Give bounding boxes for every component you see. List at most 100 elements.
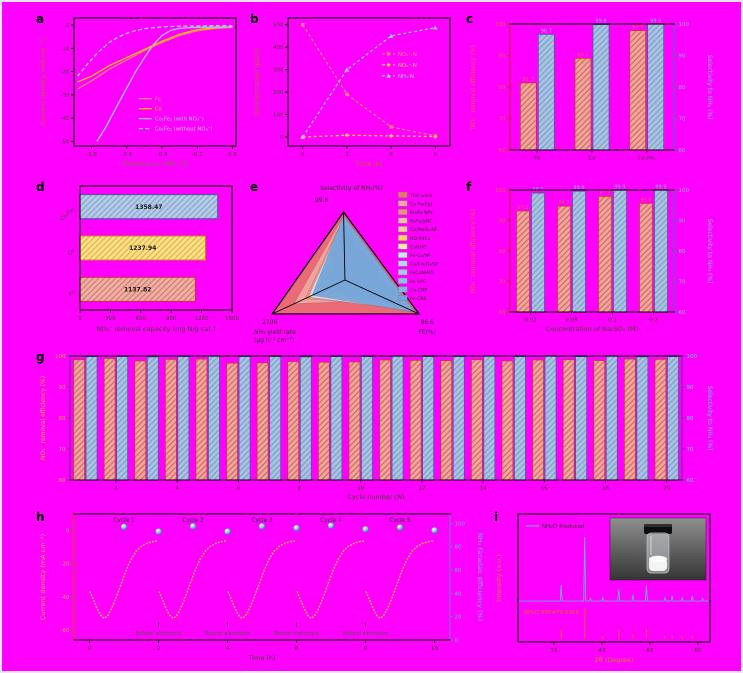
svg-text:2: 2 bbox=[157, 646, 161, 652]
fe-sphere bbox=[155, 528, 162, 535]
svg-text:NO₂⁻-N: NO₂⁻-N bbox=[398, 63, 417, 69]
svg-text:2θ (Degree): 2θ (Degree) bbox=[595, 656, 634, 664]
bar-series2 bbox=[667, 356, 679, 481]
svg-text:0.05: 0.05 bbox=[565, 318, 578, 324]
svg-text:Co₁Fe₁ (without NO₃⁻): Co₁Fe₁ (without NO₃⁻) bbox=[155, 127, 213, 133]
svg-text:NH₃ Faradaic efficiency (%): NH₃ Faradaic efficiency (%) bbox=[476, 533, 484, 621]
svg-text:20: 20 bbox=[455, 615, 462, 621]
svg-text:100: 100 bbox=[687, 354, 698, 360]
svg-text:80: 80 bbox=[687, 416, 694, 422]
bar-series1 bbox=[593, 360, 606, 481]
svg-text:96.6: 96.6 bbox=[420, 319, 434, 326]
svg-text:9: 9 bbox=[434, 152, 438, 158]
current-curve bbox=[158, 540, 227, 620]
svg-text:80: 80 bbox=[695, 648, 702, 654]
svg-text:97.9: 97.9 bbox=[632, 25, 643, 31]
svg-text:ND-PdCu: ND-PdCu bbox=[410, 236, 431, 242]
svg-text:1358.47: 1358.47 bbox=[135, 204, 162, 211]
svg-text:Cycle 2: Cycle 2 bbox=[182, 518, 204, 524]
svg-text:Refresh electrolyte: Refresh electrolyte bbox=[274, 631, 319, 637]
svg-text:Co/MoO₂/NF: Co/MoO₂/NF bbox=[410, 227, 438, 233]
svg-text:80: 80 bbox=[59, 416, 66, 422]
svg-text:60: 60 bbox=[679, 310, 686, 316]
bar-series2 bbox=[177, 356, 190, 481]
svg-text:16: 16 bbox=[541, 486, 548, 492]
svg-text:(μg h⁻¹ cm⁻²): (μg h⁻¹ cm⁻²) bbox=[254, 337, 294, 344]
svg-text:60: 60 bbox=[455, 568, 462, 574]
svg-text:96.7: 96.7 bbox=[541, 28, 552, 34]
svg-text:90: 90 bbox=[687, 385, 694, 391]
svg-text:-0.6: -0.6 bbox=[121, 152, 132, 158]
bar-series2 bbox=[531, 192, 545, 313]
svg-text:-0.4: -0.4 bbox=[157, 152, 168, 158]
svg-text:80: 80 bbox=[499, 85, 506, 91]
svg-text:This work: This work bbox=[409, 193, 432, 199]
svg-text:-0.8: -0.8 bbox=[86, 152, 97, 158]
bar-series1 bbox=[629, 30, 647, 151]
svg-text:Co: Co bbox=[588, 156, 596, 162]
bar-series1 bbox=[379, 359, 391, 481]
panel-i-xrd: i 20 40 60 80 2θ (Degree) Intensity (a.u.) NH₄… bbox=[492, 508, 716, 670]
svg-text:100: 100 bbox=[679, 22, 690, 28]
svg-text:Current density (mA cm⁻²): Current density (mA cm⁻²) bbox=[39, 534, 47, 620]
svg-text:Fe: Fe bbox=[68, 289, 76, 297]
svg-text:0.1: 0.1 bbox=[608, 318, 617, 324]
panel-letter-f: f bbox=[466, 180, 472, 194]
xrd-pattern bbox=[518, 537, 710, 602]
svg-text:-30: -30 bbox=[61, 93, 70, 99]
bar-series1 bbox=[516, 210, 530, 313]
bar-series2 bbox=[544, 355, 557, 481]
bar-series2 bbox=[116, 356, 129, 481]
svg-text:8: 8 bbox=[298, 486, 302, 492]
bar-series1 bbox=[103, 358, 116, 481]
panel-g-cycling-bars: g 60 60 70 70 80 80 90 90 100 100 2 4 6 8 10 12 14 16 18 20… bbox=[34, 348, 716, 506]
bar-series1 bbox=[639, 203, 653, 313]
bar-series1 bbox=[440, 360, 453, 481]
svg-text:80: 80 bbox=[455, 545, 462, 551]
svg-text:90: 90 bbox=[679, 54, 686, 60]
bar-series2 bbox=[452, 356, 465, 481]
svg-text:-10: -10 bbox=[61, 46, 70, 52]
svg-text:95.6: 95.6 bbox=[640, 197, 651, 203]
svg-text:70: 70 bbox=[59, 447, 66, 453]
chart-g-cycle-bars: 60 60 70 70 80 80 90 90 100 100 2 4 6 8 10 12 14 16 18 20 NO… bbox=[40, 354, 713, 501]
svg-text:60: 60 bbox=[499, 148, 506, 154]
svg-text:FeCoNiAlTi: FeCoNiAlTi bbox=[410, 270, 434, 276]
svg-text:Time (h): Time (h) bbox=[354, 160, 382, 168]
svg-text:100: 100 bbox=[679, 188, 690, 194]
svg-text:-40: -40 bbox=[61, 595, 70, 601]
svg-text:Refresh electrolyte: Refresh electrolyte bbox=[343, 631, 388, 637]
bar-series1 bbox=[256, 362, 269, 481]
svg-text:Concentration of Na₂SO₄ (M): Concentration of Na₂SO₄ (M) bbox=[546, 325, 638, 333]
bar-series1 bbox=[287, 361, 300, 481]
svg-text:300: 300 bbox=[273, 68, 284, 74]
svg-text:0: 0 bbox=[301, 152, 305, 158]
panel-letter-h: h bbox=[36, 510, 45, 524]
svg-text:93.1: 93.1 bbox=[517, 205, 528, 211]
svg-text:Fe SAC: Fe SAC bbox=[410, 279, 426, 285]
svg-text:99.9: 99.9 bbox=[650, 18, 661, 24]
svg-text:1237.94: 1237.94 bbox=[129, 245, 156, 252]
bar-series1 bbox=[654, 359, 667, 481]
svg-text:Fe-CNS: Fe-CNS bbox=[410, 296, 427, 302]
bar-series2 bbox=[605, 355, 618, 481]
bar-series1 bbox=[519, 82, 537, 151]
fe-sphere bbox=[362, 525, 369, 533]
bar-series2 bbox=[572, 190, 586, 313]
fe-sphere bbox=[431, 527, 438, 534]
svg-text:70: 70 bbox=[499, 280, 506, 286]
panel-b-concentration-time: b 0 3 6 9 0 100 200 300 400 500 Time (h) Concentrat… bbox=[248, 10, 458, 176]
svg-text:81.3: 81.3 bbox=[523, 77, 534, 83]
svg-text:-20: -20 bbox=[61, 70, 70, 76]
svg-text:-60: -60 bbox=[61, 628, 70, 634]
svg-text:1500: 1500 bbox=[225, 316, 239, 322]
svg-text:Ru/Fe NPs: Ru/Fe NPs bbox=[410, 210, 433, 216]
svg-text:89.1: 89.1 bbox=[577, 52, 588, 58]
svg-text:Co₁Fe₁: Co₁Fe₁ bbox=[638, 156, 656, 162]
svg-text:8: 8 bbox=[364, 646, 368, 652]
hbar bbox=[79, 235, 206, 261]
bar-series1 bbox=[73, 359, 85, 481]
svg-text:90: 90 bbox=[679, 219, 686, 225]
svg-text:Cycle 3: Cycle 3 bbox=[251, 518, 273, 524]
